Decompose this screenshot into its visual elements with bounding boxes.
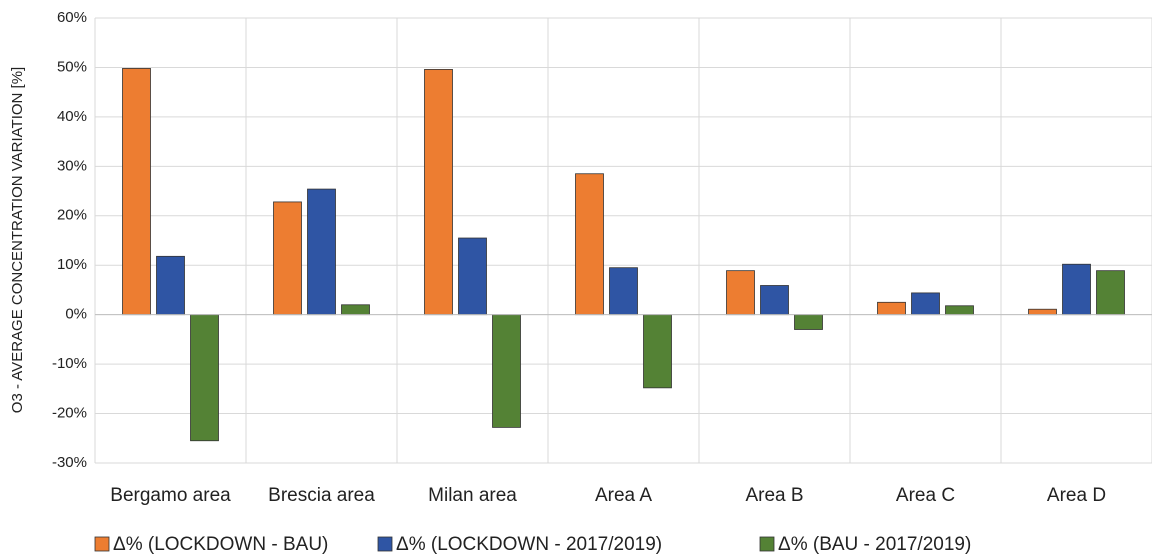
bar bbox=[945, 305, 974, 316]
legend-swatch bbox=[94, 536, 110, 552]
y-axis-label: O3 - AVERAGE CONCENTRATION VARIATION [%] bbox=[9, 67, 26, 413]
y-tick-label: 50% bbox=[57, 58, 87, 75]
x-tick-label: Area A bbox=[595, 485, 652, 506]
bar bbox=[492, 314, 521, 428]
legend-swatch bbox=[759, 536, 775, 552]
legend-swatch bbox=[377, 536, 393, 552]
bar bbox=[575, 173, 604, 316]
bar bbox=[794, 314, 823, 330]
y-tick-label: 0% bbox=[65, 306, 87, 323]
y-tick-label: 20% bbox=[57, 207, 87, 224]
bar bbox=[190, 314, 219, 442]
y-tick-label: -10% bbox=[52, 355, 87, 372]
bar bbox=[341, 304, 370, 316]
bar bbox=[1096, 270, 1125, 316]
x-tick-label: Milan area bbox=[428, 485, 517, 506]
bar bbox=[156, 255, 185, 316]
legend-label: Δ% (LOCKDOWN - 2017/2019) bbox=[396, 534, 662, 555]
bar bbox=[307, 188, 336, 316]
bar bbox=[424, 69, 453, 316]
y-tick-label: 30% bbox=[57, 157, 87, 174]
bar bbox=[1062, 263, 1091, 316]
y-tick-label: -30% bbox=[52, 454, 87, 471]
x-tick-label: Area B bbox=[745, 485, 803, 506]
y-tick-label: -20% bbox=[52, 405, 87, 422]
bar bbox=[877, 301, 906, 316]
x-tick-label: Bergamo area bbox=[110, 485, 231, 506]
y-tick-label: 10% bbox=[57, 256, 87, 273]
bar bbox=[760, 285, 789, 316]
bar bbox=[643, 314, 672, 389]
x-tick-label: Area D bbox=[1047, 485, 1106, 506]
y-tick-label: 40% bbox=[57, 108, 87, 125]
bar bbox=[1028, 308, 1057, 316]
bar bbox=[726, 270, 755, 316]
bar bbox=[122, 68, 151, 316]
bar bbox=[911, 292, 940, 316]
bar bbox=[609, 267, 638, 316]
legend-label: Δ% (BAU - 2017/2019) bbox=[778, 534, 971, 555]
x-tick-label: Brescia area bbox=[268, 485, 375, 506]
bar bbox=[273, 201, 302, 316]
legend-label: Δ% (LOCKDOWN - BAU) bbox=[113, 534, 328, 555]
y-tick-label: 60% bbox=[57, 9, 87, 26]
x-tick-label: Area C bbox=[896, 485, 955, 506]
bar bbox=[458, 237, 487, 316]
